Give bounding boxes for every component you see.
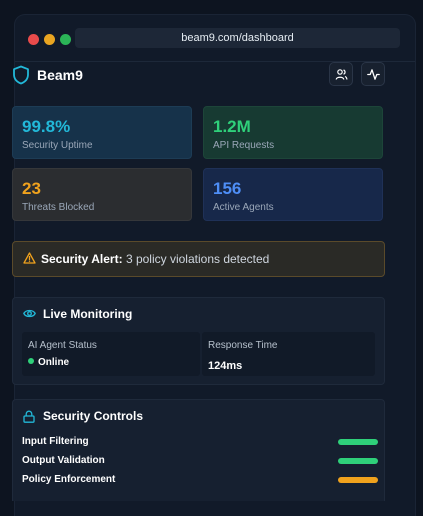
stat-value: 156: [213, 179, 242, 198]
brand-name: Beam9: [37, 67, 83, 83]
stat-value: 1.2M: [213, 117, 251, 136]
alert-title: Security Alert:: [41, 252, 123, 266]
close-window-button[interactable]: [28, 34, 39, 45]
stat-label: Active Agents: [213, 202, 274, 213]
stat-label: API Requests: [213, 140, 275, 151]
control-row-output-validation[interactable]: Output Validation: [22, 455, 378, 469]
control-status-bar: [338, 439, 378, 445]
panel-title: Live Monitoring: [43, 307, 133, 321]
online-indicator-icon: [28, 358, 34, 364]
activity-button[interactable]: [361, 62, 385, 86]
stat-card-api-requests: 1.2M API Requests: [203, 106, 383, 159]
panel-title: Security Controls: [43, 409, 144, 423]
control-status-bar: [338, 458, 378, 464]
control-name: Input Filtering: [22, 436, 89, 447]
stat-value: 99.8%: [22, 117, 71, 136]
stat-card-security-uptime: 99.8% Security Uptime: [12, 106, 192, 159]
alert-message: 3 policy violations detected: [125, 252, 270, 266]
stat-card-active-agents: 156 Active Agents: [203, 168, 383, 221]
maximize-window-button[interactable]: [60, 34, 71, 45]
control-name: Policy Enforcement: [22, 474, 116, 485]
stat-label: Threats Blocked: [22, 202, 95, 213]
control-row-input-filtering[interactable]: Input Filtering: [22, 436, 378, 450]
users-button[interactable]: [329, 62, 353, 86]
agent-status-card: AI Agent Status Online: [22, 332, 200, 376]
address-bar[interactable]: beam9.com/dashboard: [75, 28, 400, 48]
dashboard-header: Beam9: [12, 62, 386, 92]
warning-triangle-icon: [23, 252, 36, 264]
alert-text: Security Alert: 3 policy violations dete…: [41, 252, 269, 266]
shield-icon: [13, 65, 29, 85]
activity-icon: [367, 69, 380, 80]
users-icon: [335, 69, 348, 80]
agent-status-label: AI Agent Status: [28, 340, 97, 351]
security-controls-panel: Security Controls Input Filtering Output…: [12, 399, 385, 501]
agent-status-value: Online: [28, 357, 69, 368]
security-alert-banner[interactable]: Security Alert: 3 policy violations dete…: [12, 241, 385, 277]
eye-icon: [23, 309, 36, 318]
minimize-window-button[interactable]: [44, 34, 55, 45]
browser-titlebar: beam9.com/dashboard: [15, 15, 415, 62]
lock-icon: [23, 410, 35, 423]
live-monitoring-panel: Live Monitoring AI Agent Status Online R…: [12, 297, 385, 385]
control-status-bar: [338, 477, 378, 483]
stat-label: Security Uptime: [22, 140, 93, 151]
stat-card-threats-blocked: 23 Threats Blocked: [12, 168, 192, 221]
agent-status-text: Online: [38, 357, 70, 368]
stat-value: 23: [22, 179, 41, 198]
response-time-label: Response Time: [208, 340, 278, 351]
control-row-policy-enforcement[interactable]: Policy Enforcement: [22, 474, 378, 488]
control-name: Output Validation: [22, 455, 105, 466]
response-time-value: 124ms: [208, 360, 243, 372]
response-time-card: Response Time 124ms: [202, 332, 375, 376]
